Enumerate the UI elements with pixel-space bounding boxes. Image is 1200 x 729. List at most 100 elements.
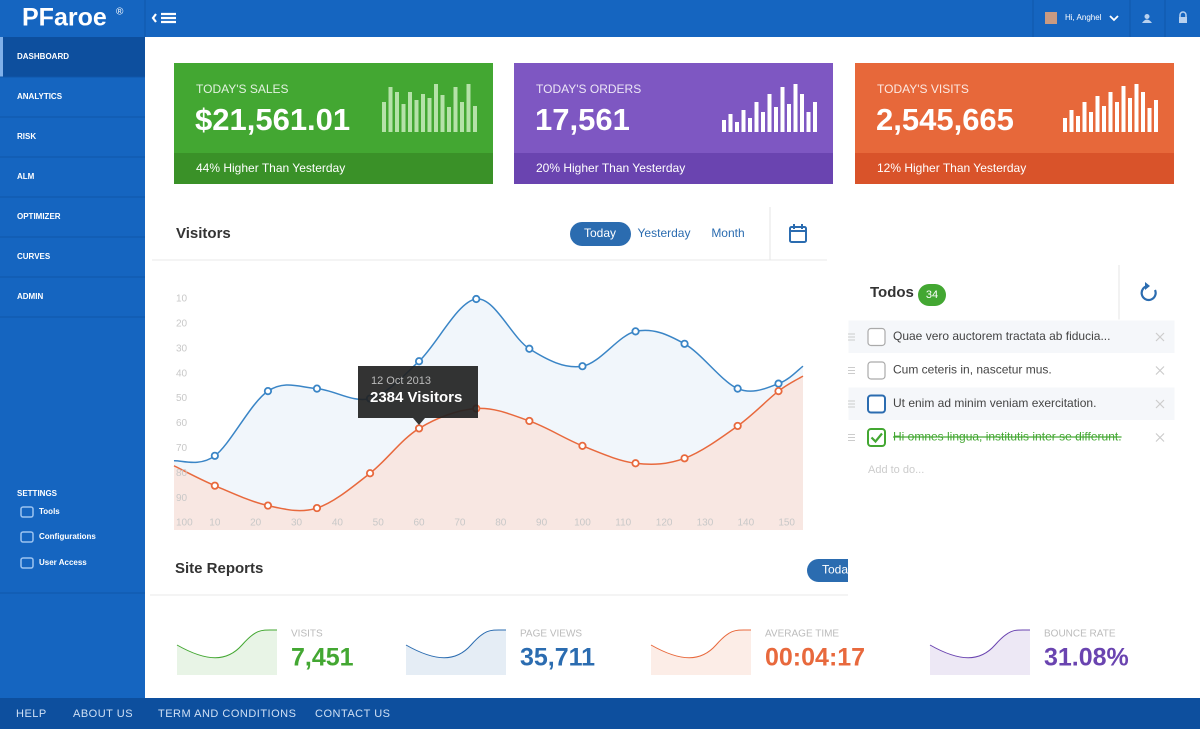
todo-checkbox[interactable]	[867, 428, 886, 447]
avatar	[1045, 12, 1057, 24]
stat-note: 44% Higher Than Yesterday	[196, 161, 345, 175]
refresh-icon[interactable]	[1140, 284, 1157, 302]
mini-bar	[767, 94, 772, 132]
x-tick-label: 30	[291, 518, 303, 529]
nav-item[interactable]: OPTIMIZER	[17, 212, 61, 221]
footer-link[interactable]: CONTACT US	[315, 708, 391, 720]
point-marker[interactable]	[210, 481, 219, 490]
point-marker[interactable]	[631, 327, 640, 336]
footer-link[interactable]: HELP	[16, 708, 47, 720]
reports-tab-label[interactable]: Today	[822, 563, 854, 577]
tab-active[interactable]	[570, 222, 631, 246]
reports-tab[interactable]	[807, 559, 867, 582]
report-label: AVERAGE TIME	[765, 629, 839, 640]
user-greeting[interactable]: Hi, Anghel	[1065, 13, 1102, 22]
report-label: VISITS	[291, 629, 323, 640]
mini-bar	[395, 92, 399, 132]
nav-item[interactable]: ADMIN	[17, 292, 43, 301]
point-marker[interactable]	[472, 294, 481, 304]
point-marker[interactable]	[414, 357, 424, 366]
tab[interactable]: Yesterday	[638, 226, 691, 240]
todo-text[interactable]: Cum ceteris in, nascetur mus.	[893, 363, 1052, 377]
point-marker[interactable]	[210, 451, 219, 460]
settings-item[interactable]: User Access	[39, 558, 87, 567]
nav-item[interactable]: ANALYTICS	[17, 92, 63, 101]
stat-label: TODAY'S ORDERS	[536, 82, 641, 96]
footer-link[interactable]: TERM AND CONDITIONS	[158, 708, 296, 720]
mini-bar	[414, 100, 419, 132]
reports-tab-group: Today	[807, 559, 867, 582]
point-marker[interactable]	[774, 379, 783, 388]
profile-icon[interactable]	[1142, 14, 1152, 23]
point-marker[interactable]	[680, 339, 689, 348]
todo-text[interactable]: Ut enim ad minim veniam exercitation.	[893, 396, 1096, 410]
report-sparkline-area	[177, 629, 277, 675]
y-tick-label: 80	[176, 468, 188, 479]
stat-value: 17,561	[535, 102, 630, 137]
tab[interactable]: Month	[711, 226, 744, 240]
lock-icon[interactable]	[1179, 11, 1187, 17]
settings-item[interactable]: Configurations	[39, 532, 96, 541]
point-marker[interactable]	[733, 384, 742, 393]
point-marker[interactable]	[525, 416, 534, 426]
point-marker[interactable]	[414, 424, 424, 433]
mini-bar	[382, 102, 386, 132]
topbar	[0, 0, 1200, 37]
mini-bar	[1076, 116, 1080, 132]
report-sparkline-area	[930, 629, 1030, 675]
point-marker[interactable]	[365, 469, 375, 478]
settings-item[interactable]: Tools	[39, 507, 60, 516]
report-value: 00:04:17	[765, 644, 865, 672]
point-marker[interactable]	[312, 384, 322, 393]
todo-checkbox[interactable]	[867, 394, 886, 414]
nav-item[interactable]: CURVES	[17, 252, 51, 261]
mini-bar	[1128, 98, 1132, 132]
todo-checkbox[interactable]	[867, 361, 886, 380]
todo-input[interactable]: Add to do...	[868, 464, 924, 476]
todo-remove[interactable]	[1155, 332, 1165, 342]
sidebar	[0, 37, 145, 698]
point-marker[interactable]	[631, 459, 640, 468]
menu-toggle[interactable]	[151, 12, 176, 24]
point-marker[interactable]	[774, 386, 783, 396]
mini-bar	[728, 114, 733, 132]
nav-item[interactable]: ALM	[17, 172, 35, 181]
calendar-icon[interactable]	[789, 226, 807, 243]
x-tick-label: 10	[209, 518, 221, 529]
mini-bar	[473, 106, 477, 132]
point-marker[interactable]	[312, 503, 322, 513]
todo-handle	[848, 333, 855, 341]
user-chevron[interactable]	[1109, 15, 1119, 22]
report-label: PAGE VIEWS	[520, 629, 582, 640]
stat-label: TODAY'S SALES	[196, 82, 289, 96]
stat-note: 12% Higher Than Yesterday	[877, 161, 1026, 175]
tab[interactable]: Today	[584, 226, 616, 240]
todo-checkbox[interactable]	[867, 327, 886, 347]
mini-bar	[466, 84, 471, 132]
point-marker[interactable]	[578, 362, 587, 371]
stat-value: 2,545,665	[876, 102, 1014, 137]
point-marker[interactable]	[733, 421, 742, 431]
point-marker[interactable]	[680, 454, 689, 463]
point-marker[interactable]	[263, 386, 273, 396]
mini-bar	[1082, 102, 1087, 132]
todo-text[interactable]: Quae vero auctorem tractata ab fiducia..…	[893, 329, 1110, 343]
mini-bar	[1069, 110, 1074, 132]
nav-item[interactable]: DASHBOARD	[17, 52, 69, 61]
point-marker[interactable]	[263, 501, 273, 510]
mini-bar	[421, 94, 425, 132]
point-marker[interactable]	[525, 344, 534, 353]
mini-bar	[735, 122, 739, 132]
footer-link[interactable]: ABOUT US	[73, 708, 133, 720]
todo-remove[interactable]	[1155, 366, 1165, 375]
x-tick-label: 20	[250, 518, 262, 529]
brand-name[interactable]: PFaroe	[22, 4, 107, 32]
nav-item[interactable]: RISK	[17, 132, 36, 141]
todo-remove[interactable]	[1155, 433, 1165, 442]
mini-bar	[401, 104, 406, 132]
panel-title: Visitors	[176, 225, 231, 242]
y-tick-label: 60	[176, 418, 188, 429]
todo-remove[interactable]	[1155, 399, 1165, 409]
todo-text[interactable]: Hi omnes lingua, institutis inter se dif…	[893, 430, 1122, 444]
point-marker[interactable]	[578, 441, 587, 450]
